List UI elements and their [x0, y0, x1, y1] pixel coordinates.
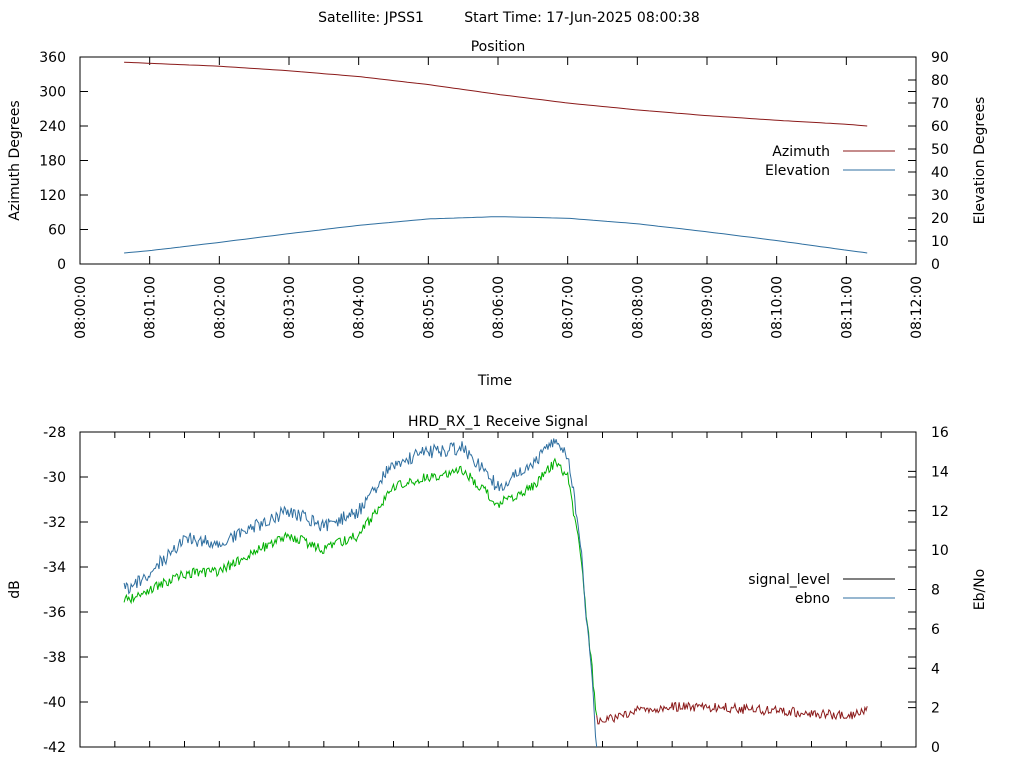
y2-tick-label: 10 [931, 543, 949, 559]
y-tick-label: 0 [57, 257, 66, 273]
series-line-signal-level-locked [123, 457, 598, 716]
y2-tick-label: 12 [931, 504, 949, 520]
y2-tick-label: 10 [931, 234, 949, 250]
y2-tick-label: 8 [931, 583, 940, 599]
x-axis-label: Time [477, 373, 512, 389]
y2-tick-label: 0 [931, 740, 940, 756]
y-tick-label: 60 [48, 223, 66, 239]
legend-label: Elevation [765, 163, 830, 179]
x-tick-label: 08:02:00 [212, 276, 228, 339]
x-tick-label: 08:11:00 [839, 276, 855, 339]
legend-label: ebno [795, 591, 830, 607]
y-tick-label: 360 [39, 50, 66, 66]
y2-tick-label: 70 [931, 96, 949, 112]
legend-label: signal_level [748, 572, 830, 588]
y-tick-label: -30 [43, 470, 66, 486]
y2-tick-label: 6 [931, 622, 940, 638]
x-tick-label: 08:04:00 [352, 276, 368, 339]
y-tick-label: -42 [43, 740, 66, 756]
y2-tick-label: 90 [931, 50, 949, 66]
series-line-ebno [123, 438, 598, 748]
x-tick-label: 08:03:00 [282, 276, 298, 339]
legend-label: Azimuth [772, 144, 830, 160]
y2-tick-label: 80 [931, 73, 949, 89]
plot-frame [79, 56, 917, 265]
y2-tick-label: 60 [931, 119, 949, 135]
y-tick-label: 180 [39, 154, 66, 170]
y2-axis-label: Eb/No [972, 569, 988, 611]
receive-signal-chart: HRD_RX_1 Receive Signal -42 -40 -38 -36 -34 -3… [7, 414, 988, 756]
figure-header: Satellite: JPSS1 Start Time: 17-Jun-2025… [318, 10, 700, 26]
plot-frame [79, 431, 917, 748]
y-axis-label: Azimuth Degrees [7, 100, 23, 220]
series-line-elevation [124, 216, 868, 254]
x-tick-label: 08:00:00 [73, 276, 89, 339]
y-tick-label: -40 [43, 695, 66, 711]
start-time-label: Start Time: 17-Jun-2025 08:00:38 [464, 10, 700, 26]
chart-title: HRD_RX_1 Receive Signal [408, 414, 588, 430]
x-tick-label: 08:08:00 [630, 276, 646, 339]
y2-tick-label: 0 [931, 257, 940, 273]
x-tick-label: 08:05:00 [421, 276, 437, 339]
y-tick-label: 240 [39, 119, 66, 135]
y2-tick-label: 40 [931, 165, 949, 181]
series-line-signal-level-unlocked [596, 701, 868, 725]
x-tick-label: 08:09:00 [700, 276, 716, 339]
y2-tick-label: 20 [931, 211, 949, 227]
y-tick-label: 120 [39, 188, 66, 204]
y-tick-label: -36 [43, 605, 66, 621]
satellite-label: Satellite: JPSS1 [318, 10, 424, 26]
position-chart: Position 0 60 120 180 240 300 360 0 10 20 30 40 50 60 7… [7, 39, 988, 389]
y-tick-label: -32 [43, 515, 66, 531]
y2-tick-label: 30 [931, 188, 949, 204]
series-line-azimuth [124, 61, 868, 127]
x-tick-label: 08:12:00 [909, 276, 925, 339]
y2-tick-label: 14 [931, 464, 949, 480]
y2-tick-label: 2 [931, 701, 940, 717]
y-tick-label: 300 [39, 85, 66, 101]
x-tick-label: 08:01:00 [143, 276, 159, 339]
x-tick-label: 08:06:00 [491, 276, 507, 339]
y-axis-label: dB [7, 580, 23, 599]
y2-tick-label: 50 [931, 142, 949, 158]
y-tick-label: -34 [43, 560, 66, 576]
chart-title: Position [471, 39, 526, 55]
x-tick-label: 08:07:00 [561, 276, 577, 339]
x-tick-label: 08:10:00 [770, 276, 786, 339]
y2-axis-label: Elevation Degrees [972, 97, 988, 225]
y2-tick-label: 16 [931, 425, 949, 441]
y2-tick-label: 4 [931, 661, 940, 677]
y-tick-label: -38 [43, 650, 66, 666]
y-tick-label: -28 [43, 425, 66, 441]
